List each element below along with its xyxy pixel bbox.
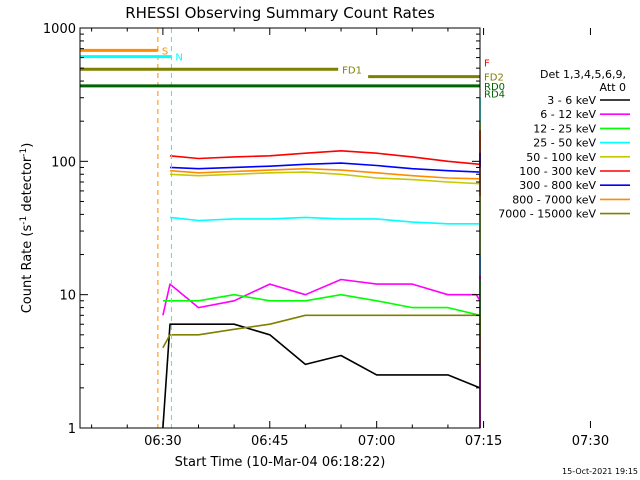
legend-label-6: 100 - 300 keV [519,165,596,178]
y-axis-label: Count Rate (s-1 detector-1) [19,143,35,314]
legend-label-7: 300 - 800 keV [519,179,596,192]
y-axis-label-main: Count Rate (s [20,225,35,314]
legend-label-4: 25 - 50 keV [533,137,596,150]
y-axis-label-sup2: -1 [19,148,29,157]
legend-label-9: 7000 - 15000 keV [498,208,596,221]
x-tick-label-2: 06:45 [251,434,288,449]
x-axis-label: Start Time (10-Mar-04 06:18:22) [175,455,386,470]
legend-header-2: Att 0 [600,81,626,94]
legend-header-1: Det 1,3,4,5,6,9, [540,68,626,81]
y-tick-label-2: 10 [59,289,76,304]
mode-label-3: F [484,59,490,70]
chart-title: RHESSI Observing Summary Count Rates [125,4,435,22]
y-tick-label-4: 1000 [43,22,76,37]
timestamp: 15-Oct-2021 19:15 [562,467,638,476]
mode-label-5: FD2 [484,73,504,84]
y-axis-label-end: ) [20,143,35,148]
y-axis-label-tail: detector [20,156,35,216]
x-tick-label-5: 07:30 [572,434,609,449]
x-tick-label-4: 07:15 [465,434,502,449]
x-tick-label-1: 06:30 [144,434,181,449]
mode-label-7: RD4 [484,89,505,100]
plot-frame [79,27,481,429]
legend-label-2: 6 - 12 keV [540,108,596,121]
legend-label-3: 12 - 25 keV [533,122,596,135]
x-tick-label-3: 07:00 [358,434,395,449]
legend-label-8: 800 - 7000 keV [512,193,596,206]
mode-label-2: N [175,53,182,64]
mode-label-1: S [162,46,168,57]
mode-label-4: FD1 [342,65,362,76]
legend-label-5: 50 - 100 keV [526,151,596,164]
legend-label-1: 3 - 6 keV [547,94,596,107]
mode-label-6: RD0 [484,82,505,93]
y-tick-label-3: 100 [51,155,76,170]
y-axis-label-sup: -1 [19,216,29,225]
y-tick-label-1: 1 [68,422,76,437]
